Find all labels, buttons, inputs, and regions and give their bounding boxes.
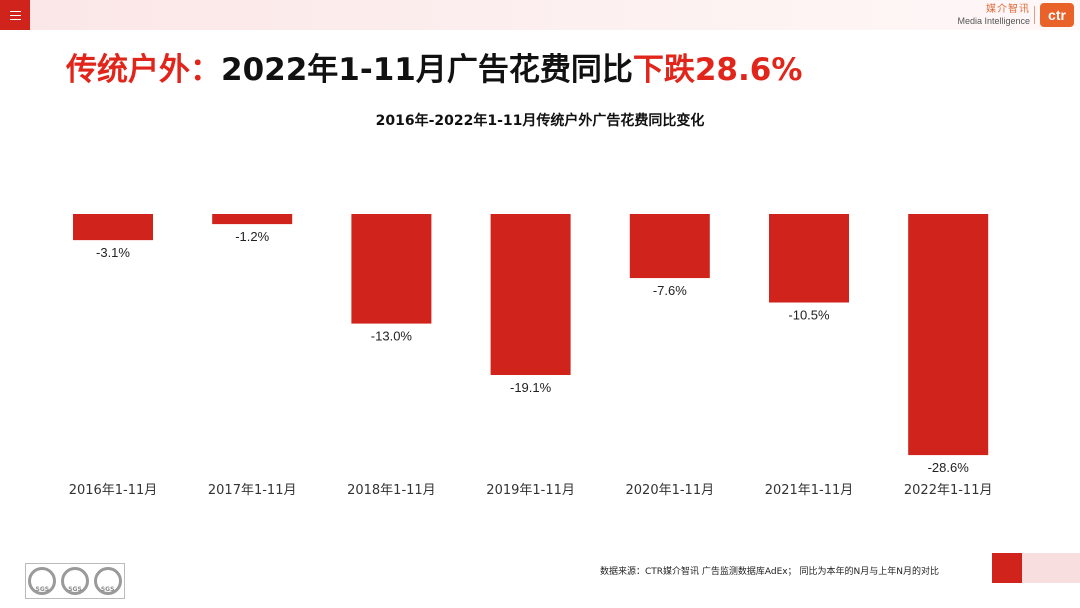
bar-3 bbox=[351, 214, 432, 324]
data-source-note: 数据来源：CTR媒介智讯 广告监测数据库AdEx； 同比为本年的N月与上年N月的… bbox=[600, 567, 939, 577]
bar-2 bbox=[212, 214, 293, 225]
category-label-6: 2021年1-11月 bbox=[765, 483, 854, 498]
footer-red-block bbox=[992, 553, 1022, 583]
sgs-badge-icon: SGS bbox=[28, 567, 57, 595]
category-label-1: 2016年1-11月 bbox=[69, 483, 158, 498]
category-label-7: 2022年1-11月 bbox=[904, 483, 993, 498]
data-label-4: -19.1% bbox=[510, 380, 552, 395]
sgs-badge-label: SGS bbox=[68, 585, 82, 593]
chart-title: 2016年-2022年1-11月传统户外广告花费同比变化 bbox=[375, 113, 705, 129]
sgs-badge-icon: SGS bbox=[60, 567, 89, 595]
data-label-7: -28.6% bbox=[928, 460, 970, 475]
title-prefix: 传统户外： bbox=[66, 52, 221, 88]
top-bar bbox=[0, 0, 1080, 30]
brand: 媒介智讯 Media Intelligence bbox=[957, 4, 1030, 27]
brand-divider bbox=[1034, 6, 1035, 24]
title-highlight: 下跌28.6% bbox=[632, 52, 803, 88]
menu-icon[interactable] bbox=[0, 0, 30, 30]
bar-4 bbox=[490, 214, 571, 376]
data-label-1: -3.1% bbox=[96, 245, 130, 260]
category-label-2: 2017年1-11月 bbox=[208, 483, 297, 498]
ctr-logo: ctr bbox=[1040, 3, 1074, 27]
sgs-badge-label: SGS bbox=[35, 585, 50, 593]
certification-badges: SGS SGS SGS bbox=[25, 563, 125, 599]
bar-7 bbox=[908, 214, 989, 456]
data-label-6: -10.5% bbox=[788, 308, 830, 323]
title-middle: 2022年1-11月广告花费同比 bbox=[221, 52, 633, 88]
data-label-2: -1.2% bbox=[235, 229, 269, 244]
footer-pink-block bbox=[1022, 553, 1080, 583]
data-label-5: -7.6% bbox=[653, 283, 687, 298]
bar-1 bbox=[73, 214, 153, 241]
category-label-3: 2018年1-11月 bbox=[347, 483, 436, 498]
category-label-4: 2019年1-11月 bbox=[486, 483, 575, 498]
sgs-badge-icon: SGS bbox=[93, 567, 122, 595]
brand-cn: 媒介智讯 bbox=[986, 4, 1030, 15]
category-label-5: 2020年1-11月 bbox=[626, 483, 715, 498]
bar-6 bbox=[769, 214, 849, 303]
page-title: 传统户外：2022年1-11月广告花费同比下跌28.6% bbox=[66, 44, 802, 89]
bar-chart: -3.1% 2016年1-11月 -1.2% 2017年1-11月 -13.0% 2018… bbox=[69, 214, 993, 498]
sgs-badge-label: SGS bbox=[100, 585, 115, 593]
bar-5 bbox=[629, 214, 710, 279]
data-label-3: -13.0% bbox=[371, 329, 413, 344]
brand-en: Media Intelligence bbox=[957, 16, 1030, 26]
